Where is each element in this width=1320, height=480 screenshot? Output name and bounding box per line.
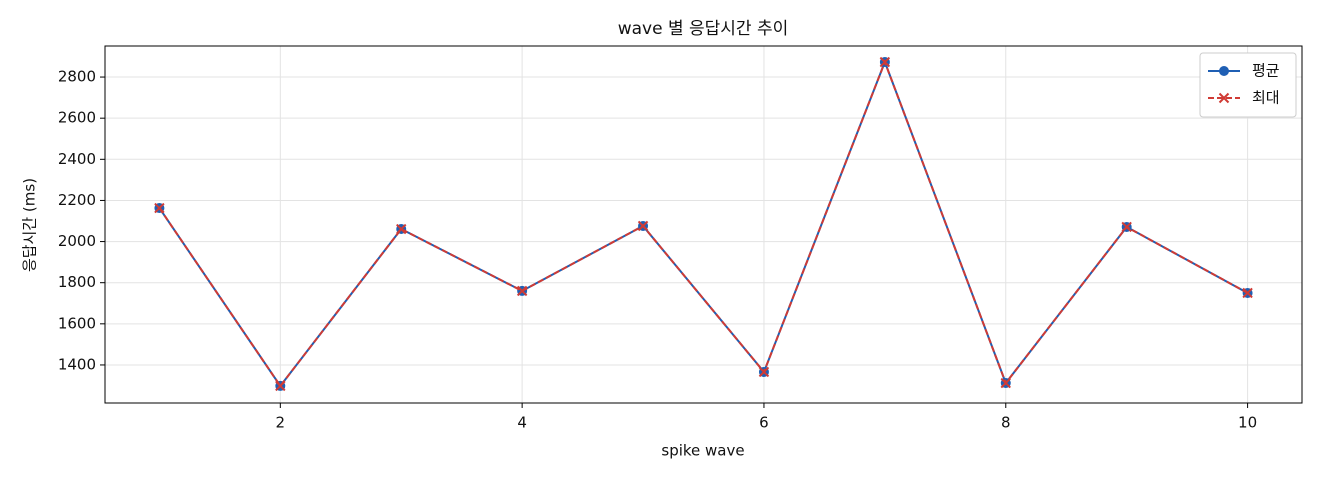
data-point — [1242, 287, 1253, 299]
legend-label: 최대 — [1252, 89, 1280, 107]
y-tick-label: 2600 — [58, 109, 96, 127]
legend-label: 평균 — [1252, 62, 1280, 80]
x-axis-label: spike wave — [661, 442, 744, 460]
data-point — [396, 223, 407, 235]
legend-box — [1199, 52, 1297, 118]
series-line — [158, 59, 1249, 388]
y-tick-label: 1400 — [58, 355, 96, 373]
legend-marker — [1218, 92, 1230, 104]
data-point — [1121, 221, 1132, 233]
y-tick-label: 1800 — [58, 273, 96, 291]
y-tick-label: 2200 — [58, 191, 96, 209]
data-point — [154, 202, 165, 214]
y-tick-label: 2000 — [58, 232, 96, 250]
chart-title: wave 별 응답시간 추이 — [618, 19, 789, 39]
y-axis-label: 응답시간 (ms) — [21, 178, 39, 272]
y-tick-label: 2800 — [58, 68, 96, 86]
plot-frame — [104, 45, 1303, 404]
data-point — [758, 366, 770, 378]
data-point — [879, 56, 891, 68]
data-point — [1000, 377, 1011, 389]
x-tick-label: 6 — [759, 414, 769, 432]
y-tick-label: 1600 — [58, 314, 96, 332]
x-tick-label: 8 — [1001, 414, 1011, 432]
legend-marker — [1219, 66, 1229, 76]
x-tick-label: 4 — [517, 414, 527, 432]
data-point — [275, 380, 286, 392]
x-tick-label: 10 — [1238, 414, 1257, 432]
series-line — [158, 59, 1249, 388]
data-point — [637, 220, 649, 232]
data-point — [516, 285, 528, 297]
x-tick-label: 2 — [276, 414, 286, 432]
y-tick-label: 2400 — [58, 150, 96, 168]
